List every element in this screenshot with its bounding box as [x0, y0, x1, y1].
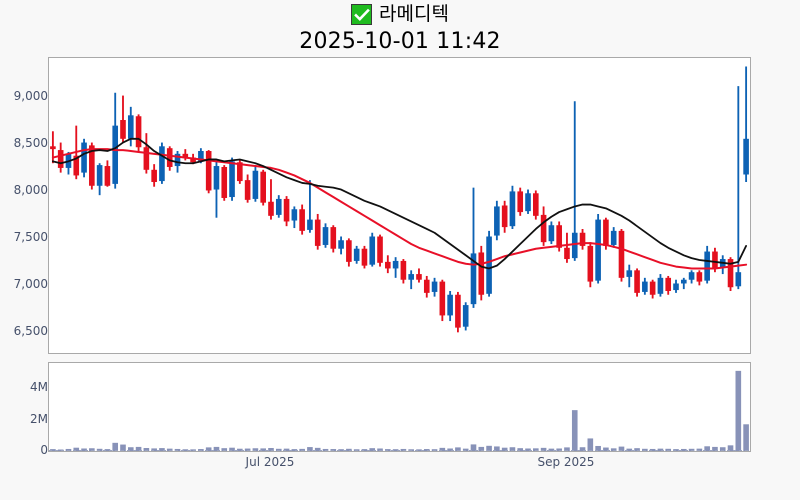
price-tick-label: 6,500 [13, 324, 48, 339]
volume-chart-panel[interactable] [48, 362, 751, 452]
price-tick-label: 7,500 [13, 230, 48, 245]
volume-tick-label: 2M [30, 411, 48, 426]
price-tick-label: 8,500 [13, 136, 48, 151]
price-axis-ticks: 9,000 8,500 8,000 7,500 7,000 6,500 [0, 0, 48, 500]
x-tick-label: Jul 2025 [245, 455, 295, 469]
volume-tick-label: 0 [40, 443, 48, 457]
x-tick-label: Sep 2025 [537, 455, 595, 469]
price-tick-label: 9,000 [13, 89, 48, 104]
chart-header: 라메디텍 2025-10-01 11:42 [0, 0, 800, 58]
volume-axis-ticks: 4M 2M 0 [0, 0, 48, 500]
price-chart-panel[interactable] [48, 57, 751, 354]
price-plot [50, 66, 749, 333]
timestamp-label: 2025-10-01 11:42 [299, 29, 501, 54]
title-row: 라메디텍 [0, 1, 800, 27]
green-check-icon [351, 3, 373, 25]
price-tick-label: 8,000 [13, 183, 48, 198]
volume-plot [49, 370, 750, 451]
page-title: 라메디텍 [379, 3, 449, 25]
price-tick-label: 7,000 [13, 277, 48, 292]
volume-tick-label: 4M [30, 380, 48, 395]
